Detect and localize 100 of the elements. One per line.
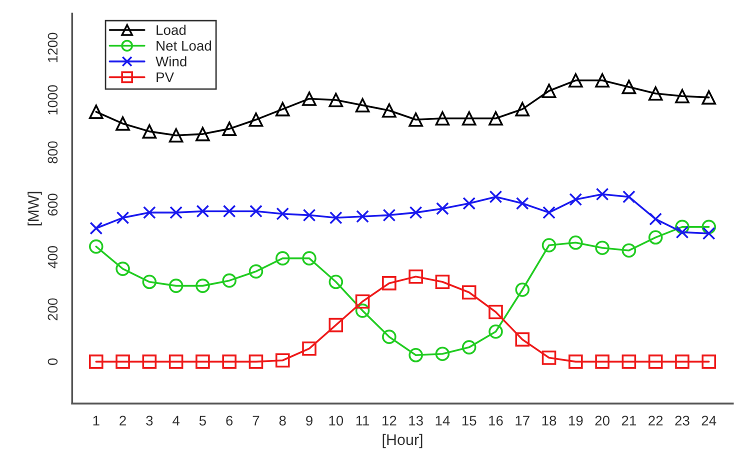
point — [622, 243, 636, 258]
point — [222, 273, 236, 288]
point — [168, 278, 184, 293]
point — [462, 196, 476, 210]
point — [568, 354, 583, 369]
x-axis-title: [Hour] — [382, 434, 422, 448]
point — [622, 354, 636, 369]
point — [436, 202, 449, 216]
point — [222, 204, 236, 218]
point — [435, 346, 450, 361]
point — [142, 354, 157, 369]
point — [569, 193, 582, 206]
y-tick-label: 200 — [48, 298, 58, 320]
y-tick-label: 1000 — [48, 85, 58, 114]
point — [302, 251, 316, 266]
point — [408, 270, 423, 284]
point — [142, 206, 156, 220]
point — [248, 264, 264, 279]
point — [542, 206, 556, 220]
x-tick-label: 6 — [226, 416, 233, 426]
point — [382, 330, 396, 344]
x-tick-label: 18 — [542, 416, 556, 426]
point — [649, 212, 662, 226]
point — [196, 126, 210, 142]
point — [568, 73, 583, 88]
point — [275, 251, 290, 266]
point — [462, 340, 476, 354]
point — [328, 274, 344, 290]
point — [675, 88, 690, 104]
point — [168, 128, 184, 143]
point — [515, 332, 530, 347]
y-axis-title: [MW] — [28, 192, 42, 226]
point — [356, 210, 370, 223]
point — [248, 112, 264, 127]
point — [382, 208, 396, 222]
x-tick-label: 8 — [279, 416, 286, 426]
point — [90, 222, 103, 235]
y-tick-label: 800 — [48, 141, 58, 164]
point — [142, 274, 157, 290]
x-tick-label: 4 — [172, 416, 180, 426]
x-tick-label: 17 — [516, 416, 530, 426]
x-tick-label: 13 — [409, 416, 423, 426]
point — [250, 204, 262, 218]
x-tick-label: 12 — [382, 416, 396, 426]
point — [88, 104, 104, 119]
point — [595, 73, 610, 88]
point — [542, 238, 556, 252]
x-tick-label: 19 — [569, 416, 583, 426]
point — [382, 276, 396, 290]
x-tick-label: 14 — [436, 416, 450, 426]
point — [702, 220, 716, 234]
point — [142, 124, 157, 139]
point — [355, 294, 370, 309]
point — [382, 103, 396, 118]
legend-label: Net Load — [156, 40, 212, 51]
point — [329, 211, 342, 224]
point — [622, 190, 636, 204]
point — [648, 230, 663, 245]
point — [676, 226, 689, 239]
point — [702, 90, 716, 105]
point — [542, 350, 556, 365]
x-tick-label: 22 — [648, 416, 663, 426]
point — [355, 98, 370, 112]
point — [595, 354, 610, 369]
point — [435, 111, 450, 126]
point — [302, 341, 316, 356]
x-tick-label: 5 — [199, 416, 206, 426]
x-tick-label: 11 — [356, 416, 370, 426]
point — [702, 227, 716, 240]
y-tick-label: 1200 — [48, 32, 58, 62]
point — [116, 116, 130, 131]
point — [275, 353, 290, 368]
point — [409, 206, 422, 220]
y-tick-label: 0 — [48, 358, 58, 366]
legend-label: Wind — [156, 56, 186, 66]
point — [489, 190, 502, 204]
point — [222, 354, 236, 369]
legend-label: Load — [156, 24, 186, 35]
y-tick-label: 600 — [48, 194, 58, 216]
point — [302, 208, 316, 222]
point — [196, 204, 210, 218]
x-tick-label: 1 — [93, 416, 100, 426]
point — [275, 102, 290, 116]
point — [408, 112, 423, 127]
point — [88, 354, 104, 369]
point — [355, 304, 370, 318]
x-tick-label: 7 — [252, 416, 260, 426]
x-tick-label: 3 — [146, 416, 153, 426]
point — [88, 239, 104, 254]
y-tick-label: 400 — [48, 246, 58, 268]
point — [542, 84, 556, 98]
x-tick-label: 10 — [329, 416, 344, 426]
point — [515, 282, 530, 297]
x-tick-label: 16 — [489, 416, 503, 426]
x-tick-label: 15 — [462, 416, 476, 426]
x-tick-label: 21 — [622, 416, 636, 426]
x-tick-label: 23 — [675, 416, 690, 426]
point — [222, 122, 236, 136]
point — [116, 354, 130, 369]
point — [488, 324, 503, 339]
